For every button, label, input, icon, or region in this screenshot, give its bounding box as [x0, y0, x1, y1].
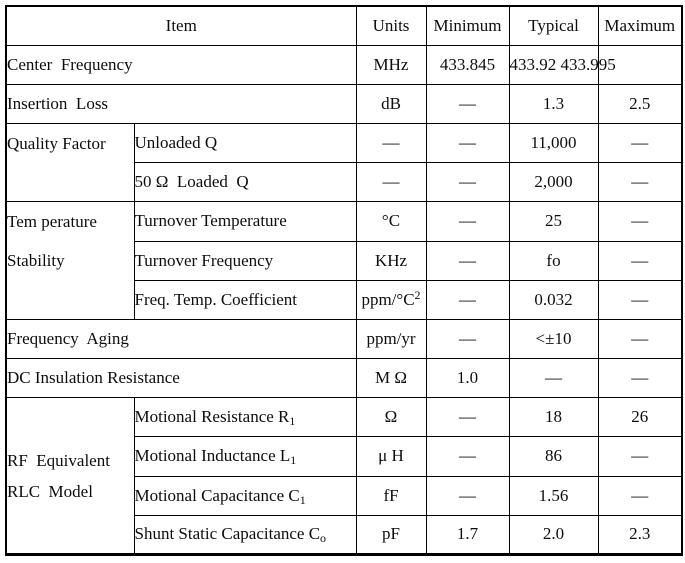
spec-table: Item Units Minimum Typical Maximum Cente… — [5, 5, 683, 556]
cell-units: fF — [355, 475, 427, 516]
table-row-motional-resistance: RF Equivalent RLC Model Motional Resista… — [5, 397, 683, 555]
cell-units: ppm/°C2 — [355, 279, 427, 320]
cell-minimum: — — [425, 123, 510, 164]
cell-minimum: — — [425, 475, 510, 516]
group-cell-quality-factor: Quality Factor — [5, 123, 135, 203]
cell-minimum: — — [425, 162, 510, 203]
cell-units: Ω — [355, 397, 427, 438]
table-row-frequency-aging: Frequency Aging ppm/yr — <±10 — — [5, 318, 683, 360]
table-row-shunt-static-capacitance: Shunt Static Capacitance Co pF 1.7 2.0 2… — [6, 514, 683, 556]
item-subscript: 1 — [289, 414, 296, 429]
cell-item: Motional Resistance R1 — [133, 397, 357, 438]
cell-item: Frequency Aging — [5, 318, 357, 360]
header-maximum: Maximum — [597, 5, 683, 46]
cell-typical: — — [508, 358, 599, 399]
cell-units: — — [355, 162, 427, 203]
cell-typical: 86 — [508, 436, 599, 477]
cell-maximum: — — [597, 475, 683, 516]
cell-minimum: 1.0 — [425, 358, 510, 399]
cell-item: Shunt Static Capacitance Co — [133, 514, 357, 556]
cell-typical: 1.56 — [508, 475, 599, 516]
group-cell-rf-equivalent-rlc-model: RF Equivalent RLC Model — [5, 397, 135, 555]
cell-minimum: — — [425, 279, 510, 320]
header-typical: Typical — [508, 5, 599, 46]
cell-minimum: — — [425, 397, 510, 438]
cell-minimum: 1.7 — [425, 514, 510, 556]
cell-maximum: 2.5 — [597, 83, 683, 125]
cell-typical: 2.0 — [508, 514, 599, 556]
cell-maximum: — — [597, 318, 683, 360]
table-row-motional-inductance: Motional Inductance L1 μ H — 86 — — [6, 436, 683, 477]
cell-item: Turnover Temperature — [133, 201, 357, 242]
cell-maximum: — — [597, 201, 683, 242]
cell-units: — — [355, 123, 427, 164]
table-header-row: Item Units Minimum Typical Maximum — [5, 5, 683, 46]
cell-minimum: — — [425, 201, 510, 242]
cell-units: μ H — [355, 436, 427, 477]
cell-item: Center Frequency — [5, 44, 357, 85]
cell-typical: 11,000 — [508, 123, 599, 164]
cell-item: Freq. Temp. Coefficient — [133, 279, 357, 320]
cell-typical: fo — [508, 240, 599, 281]
table-row-insertion-loss: Insertion Loss dB — 1.3 2.5 — [5, 83, 683, 125]
cell-minimum: — — [425, 83, 510, 125]
cell-maximum: — — [597, 162, 683, 203]
cell-item: DC Insulation Resistance — [5, 358, 357, 399]
cell-minimum: — — [425, 240, 510, 281]
cell-maximum: — — [597, 240, 683, 281]
cell-maximum: — — [597, 123, 683, 164]
item-subscript: o — [320, 531, 327, 546]
cell-item: Unloaded Q — [133, 123, 357, 164]
cell-item: Motional Capacitance C1 — [133, 475, 357, 516]
cell-units: dB — [355, 83, 427, 125]
cell-maximum: — — [597, 358, 683, 399]
table-row-freq-temp-coefficient: Freq. Temp. Coefficient ppm/°C2 — 0.032 … — [6, 279, 683, 320]
group-cell-temperature-stability: Tem perature Stability — [5, 201, 135, 320]
cell-maximum: 26 — [597, 397, 683, 438]
cell-item: Motional Inductance L1 — [133, 436, 357, 477]
cell-minimum: 433.845 — [425, 44, 510, 85]
cell-units: °C — [355, 201, 427, 242]
cell-typical: 2,000 — [508, 162, 599, 203]
cell-item: Turnover Frequency — [133, 240, 357, 281]
cell-item: 50 Ω Loaded Q — [133, 162, 357, 203]
cell-item: Insertion Loss — [5, 83, 357, 125]
table-row-center-frequency: Center Frequency MHz 433.845 433.92 433.… — [5, 44, 683, 85]
cell-units: pF — [355, 514, 427, 556]
header-item: Item — [5, 5, 357, 46]
table-row-unloaded-q: Quality Factor Unloaded Q — — 11,000 — — [5, 123, 683, 203]
cell-units: ppm/yr — [355, 318, 427, 360]
cell-typical: 1.3 — [508, 83, 599, 125]
cell-typical-overflow: 433.92 433.995 — [508, 44, 616, 85]
header-units: Units — [355, 5, 427, 46]
item-subscript: 1 — [299, 492, 306, 507]
unit-superscript: 2 — [414, 287, 421, 302]
cell-maximum: 2.3 — [597, 514, 683, 556]
cell-minimum: — — [425, 318, 510, 360]
header-minimum: Minimum — [425, 5, 510, 46]
cell-typical: 0.032 — [508, 279, 599, 320]
cell-maximum: — — [597, 279, 683, 320]
cell-typical: 25 — [508, 201, 599, 242]
cell-units: KHz — [355, 240, 427, 281]
table-row-turnover-temperature: Tem perature Stability Turnover Temperat… — [5, 201, 683, 320]
item-subscript: 1 — [290, 453, 297, 468]
cell-typical: <±10 — [508, 318, 599, 360]
table-row-dc-insulation-resistance: DC Insulation Resistance M Ω 1.0 — — — [5, 358, 683, 399]
cell-minimum: — — [425, 436, 510, 477]
cell-maximum: — — [597, 436, 683, 477]
table-row-turnover-frequency: Turnover Frequency KHz — fo — — [6, 240, 683, 281]
cell-units: MHz — [355, 44, 427, 85]
cell-typical: 18 — [508, 397, 599, 438]
table-row-motional-capacitance: Motional Capacitance C1 fF — 1.56 — — [6, 475, 683, 516]
cell-units: M Ω — [355, 358, 427, 399]
